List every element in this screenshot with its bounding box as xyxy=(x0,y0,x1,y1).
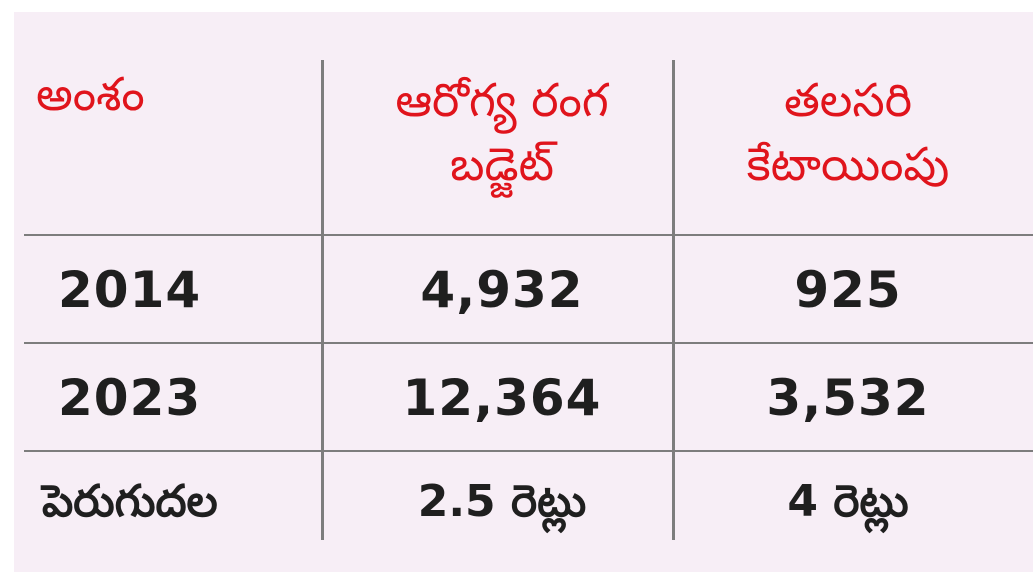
row-divider-header xyxy=(24,234,1033,236)
row-2-health-budget: 12,364 xyxy=(402,369,602,427)
header-health-budget-line-2: బడ్జెట్ xyxy=(449,137,555,191)
header-health-budget-line-1: ఆరోగ్య రంగ xyxy=(395,73,609,127)
header-cell-per-capita: తలసరి కేటాయింపు xyxy=(678,62,1018,202)
row-3-health-budget-growth: 2.5 రెట్లు xyxy=(417,476,587,527)
header-cell-topic: అంశం xyxy=(36,62,326,126)
header-per-capita-line-2: కేటాయింపు xyxy=(746,137,950,191)
column-divider-1 xyxy=(321,60,324,540)
row-divider-1 xyxy=(24,342,1033,344)
row-divider-2 xyxy=(24,450,1033,452)
header-topic-line-1: అంశం xyxy=(36,67,145,121)
row-1-per-capita: 925 xyxy=(794,261,902,319)
header-per-capita-line-1: తలసరి xyxy=(784,73,912,127)
row-2-year: 2023 xyxy=(58,369,202,427)
row-1-year: 2014 xyxy=(58,261,202,319)
row-1-health-budget: 4,932 xyxy=(420,261,584,319)
row-3-per-capita-growth: 4 రెట్లు xyxy=(787,476,909,527)
row-3-growth-label: పెరుగుదల xyxy=(42,476,218,527)
data-table: అంశం ఆరోగ్య రంగ బడ్జెట్ తలసరి కేటాయింపు … xyxy=(14,12,1033,572)
column-divider-2 xyxy=(672,60,675,540)
row-2-per-capita: 3,532 xyxy=(766,369,930,427)
header-cell-health-budget: ఆరోగ్య రంగ బడ్జెట్ xyxy=(326,62,678,202)
